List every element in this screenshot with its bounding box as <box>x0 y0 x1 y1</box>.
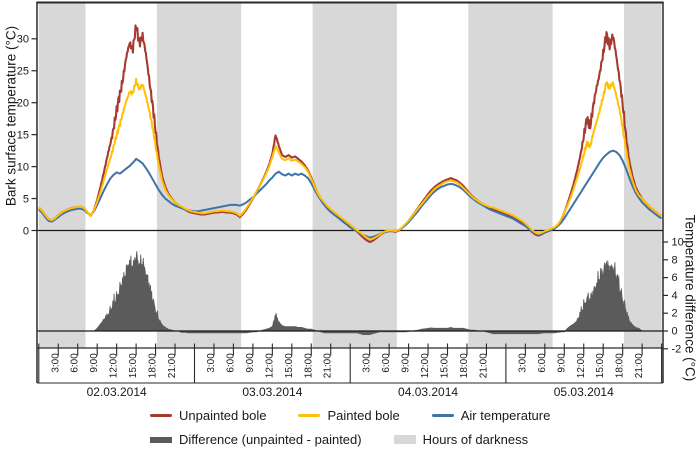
left-axis-tick-label: 25 <box>17 66 29 78</box>
date-label: 03.03.2014 <box>242 385 302 399</box>
time-tick-label: 6:00 <box>225 353 236 373</box>
time-tick-label: 18:00 <box>148 353 159 378</box>
date-label: 05.03.2014 <box>554 385 614 399</box>
time-tick-label: 21:00 <box>634 353 645 378</box>
darkness-band <box>156 3 242 348</box>
legend-row-1: Unpainted bole Painted bole Air temperat… <box>150 408 550 423</box>
right-axis-tick-label: 10 <box>672 237 684 249</box>
time-tick-label: 12:00 <box>576 353 587 378</box>
time-tick-label: 15:00 <box>440 353 451 378</box>
right-axis-tick-label: 2 <box>672 308 678 320</box>
time-tick-label: 9:00 <box>401 353 412 373</box>
time-tick-label: 6:00 <box>70 353 81 373</box>
darkness-swatch <box>393 435 416 444</box>
legend-item-darkness: Hours of darkness <box>393 432 529 447</box>
darkness-band <box>312 3 397 348</box>
legend-label-difference: Difference (unpainted - painted) <box>179 432 362 447</box>
left-axis: 0 5 10 15 20 25 30 <box>17 34 37 237</box>
temperature-chart-svg: 0 5 10 15 20 25 30 -2 0 2 4 6 8 10 3:00 6:00 9:00 12:00 15… <box>17 1 684 399</box>
time-tick-label: 18:00 <box>303 353 314 378</box>
time-tick-label: 9:00 <box>245 353 256 373</box>
time-tick-label: 12:00 <box>264 353 275 378</box>
temperature-chart: 0 5 10 15 20 25 30 -2 0 2 4 6 8 10 3:00 6:00 9:00 12:00 15… <box>17 1 684 399</box>
painted-line-swatch <box>298 413 321 418</box>
left-axis-tick-label: 15 <box>17 129 29 141</box>
time-tick-label: 3:00 <box>206 353 217 373</box>
time-tick-label: 9:00 <box>556 353 567 373</box>
left-axis-tick-label: 20 <box>17 98 29 110</box>
difference-swatch <box>150 436 172 443</box>
legend-label-darkness: Hours of darkness <box>422 432 529 447</box>
left-axis-title: Bark surface temperature (°C) <box>3 25 19 207</box>
legend-label-air: Air temperature <box>460 408 551 423</box>
bottom-axis: 3:00 6:00 9:00 12:00 15:00 18:00 21:00 02.03.20… <box>38 343 663 399</box>
right-axis-tick-label: 6 <box>672 272 678 284</box>
time-tick-label: 21:00 <box>323 353 334 378</box>
left-axis-tick-label: 30 <box>17 34 29 46</box>
time-tick-label: 9:00 <box>89 353 100 373</box>
time-tick-label: 15:00 <box>595 353 606 378</box>
right-axis-tick-label: 8 <box>672 254 678 266</box>
air-line-swatch <box>431 413 454 418</box>
right-axis-tick-label: -2 <box>672 343 682 355</box>
time-tick-label: 12:00 <box>109 353 120 378</box>
time-tick-label: 3:00 <box>362 353 373 373</box>
time-tick-label: 18:00 <box>615 353 626 378</box>
legend-label-unpainted: Unpainted bole <box>179 408 267 423</box>
legend-item-air: Air temperature <box>431 408 551 423</box>
legend-item-unpainted: Unpainted bole <box>150 408 266 423</box>
darkness-band <box>468 3 553 348</box>
air-series-line <box>38 149 663 239</box>
right-axis-tick-label: 4 <box>672 290 678 302</box>
time-tick-label: 6:00 <box>537 353 548 373</box>
right-axis-tick-label: 0 <box>672 326 678 338</box>
date-label: 02.03.2014 <box>87 385 147 399</box>
time-tick-label: 18:00 <box>459 353 470 378</box>
legend-label-painted: Painted bole <box>327 408 400 423</box>
painted-series-line <box>38 77 663 241</box>
date-label: 04.03.2014 <box>398 385 458 399</box>
legend-item-difference: Difference (unpainted - painted) <box>150 432 362 447</box>
left-axis-tick-label: 5 <box>23 193 29 205</box>
time-tick-label: 21:00 <box>167 353 178 378</box>
right-axis-title: Temperature difference (°C) <box>682 214 698 382</box>
difference-area <box>38 250 662 335</box>
time-tick-label: 12:00 <box>420 353 431 378</box>
legend-row-2: Difference (unpainted - painted) Hours o… <box>150 432 528 447</box>
time-tick-label: 15:00 <box>284 353 295 378</box>
darkness-band <box>38 3 86 348</box>
darkness-band <box>624 3 662 348</box>
time-tick-label: 6:00 <box>381 353 392 373</box>
unpainted-line-swatch <box>150 413 172 418</box>
time-tick-label: 15:00 <box>128 353 139 378</box>
legend-item-painted: Painted bole <box>298 408 400 423</box>
time-tick-label: 3:00 <box>50 353 61 373</box>
time-tick-label: 21:00 <box>478 353 489 378</box>
time-tick-label: 3:00 <box>517 353 528 373</box>
left-axis-tick-label: 10 <box>17 161 29 173</box>
left-axis-tick-label: 0 <box>23 225 29 237</box>
right-axis: -2 0 2 4 6 8 10 <box>663 237 684 355</box>
